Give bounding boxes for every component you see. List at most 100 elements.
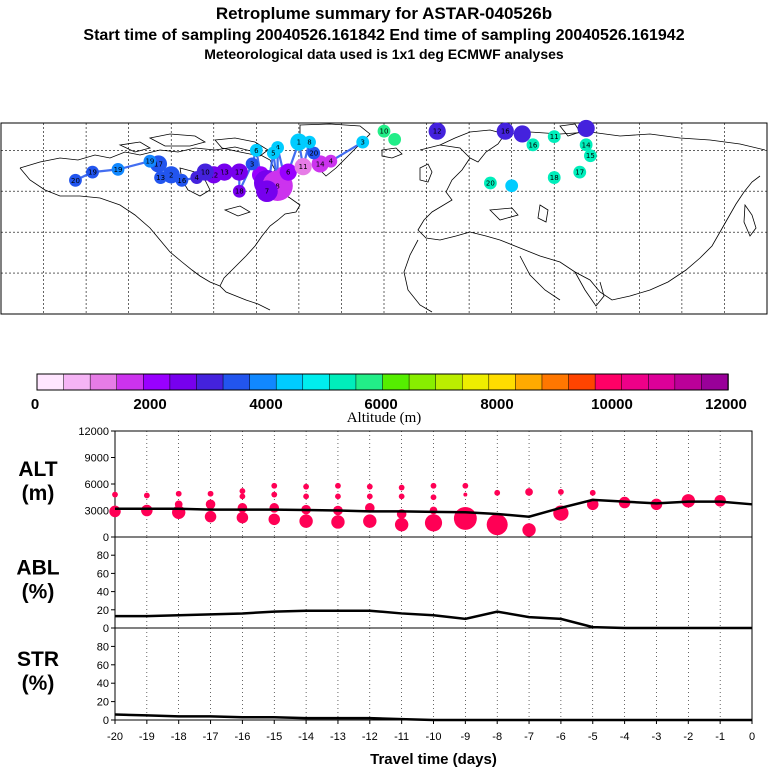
altitude-point — [335, 482, 341, 489]
altitude-point — [522, 523, 536, 537]
x-tick-label: -13 — [330, 731, 346, 743]
x-tick-label: -15 — [266, 731, 282, 743]
altitude-point — [175, 490, 182, 497]
altitude-point — [268, 513, 280, 526]
altitude-point — [236, 511, 249, 524]
plume-cluster-marker — [547, 171, 561, 184]
x-tick-label: 0 — [749, 731, 755, 743]
plume-cluster-marker — [483, 176, 497, 190]
map-frame — [0, 122, 768, 315]
plume-cluster-label: 2 — [169, 171, 173, 179]
y-tick-label: 40 — [97, 587, 109, 599]
plume-cluster-marker — [245, 157, 259, 171]
plume-cluster-label: 20 — [309, 150, 318, 158]
plume-cluster-label: 17 — [235, 169, 244, 177]
colorbar-frame — [36, 373, 729, 391]
plume-cluster-marker — [307, 146, 321, 160]
plume-cluster-marker — [311, 155, 329, 173]
plume-cluster-marker — [324, 154, 338, 168]
altitude-point — [271, 482, 278, 489]
coast-black-sea — [489, 207, 519, 221]
altitude-colorbar: 0 2000 4000 6000 8000 10000 12000 Altitu… — [31, 373, 747, 426]
plume-cluster-marker — [111, 162, 125, 176]
colorbar-swatch — [488, 373, 517, 391]
plume-cluster-label: 17 — [154, 160, 163, 168]
y-tick-label: 9000 — [85, 453, 109, 465]
altitude-point — [424, 514, 443, 532]
altitude-point — [143, 492, 150, 499]
colorbar-swatch — [36, 373, 65, 391]
plume-cluster-marker — [505, 179, 519, 193]
plume-cluster-label: 13 — [220, 169, 229, 177]
colorbar-swatch — [275, 373, 304, 391]
y-tick-label: 20 — [97, 697, 109, 709]
plume-cluster-marker — [388, 132, 402, 146]
plume-cluster-label: 8 — [275, 182, 279, 190]
y-tick-label: 60 — [97, 660, 109, 672]
y-tick-label: 0 — [103, 715, 109, 727]
plume-cluster-marker — [86, 165, 99, 179]
plume-cluster-marker — [573, 165, 587, 179]
plume-cluster-label: 3 — [250, 160, 254, 168]
plume-cluster-label: 18 — [235, 188, 244, 196]
x-tick-label: -16 — [234, 731, 250, 743]
plume-cluster-marker — [577, 119, 595, 138]
plume-cluster-marker — [69, 173, 82, 187]
altitude-point — [303, 493, 309, 500]
plume-cluster-label: 10 — [201, 169, 210, 177]
plume-cluster-marker — [377, 124, 391, 138]
x-tick-label: -1 — [715, 731, 725, 743]
altitude-point — [429, 506, 438, 515]
plume-cluster-marker — [232, 184, 246, 198]
x-tick-label: -9 — [460, 731, 470, 743]
plume-cluster-label: 17 — [575, 169, 584, 177]
plume-cluster-label: 20 — [71, 177, 80, 185]
coast-europe — [417, 144, 501, 241]
altitude-point — [141, 504, 153, 517]
plume-cluster-marker — [230, 163, 248, 181]
coast-japan — [743, 203, 757, 237]
x-tick-label: -2 — [683, 731, 693, 743]
altitude-point — [112, 491, 118, 498]
altitude-point — [430, 494, 437, 501]
altitude-point — [271, 491, 278, 498]
colorbar-swatch — [355, 373, 384, 391]
y-tick-label: 3000 — [85, 506, 109, 518]
plume-cluster-label: 6 — [286, 169, 291, 177]
altitude-point — [394, 517, 409, 532]
plume-cluster-marker — [303, 135, 316, 149]
plume-cluster-label: 6 — [254, 147, 259, 155]
colorbar-tick: 6000 — [364, 396, 397, 413]
colorbar-swatch — [621, 373, 650, 391]
plume-cluster-marker — [583, 149, 597, 163]
plume-cluster-label: 14 — [582, 141, 591, 149]
coast-arctic-islands — [118, 133, 207, 153]
altitude-point — [207, 490, 214, 497]
colorbar-swatch — [435, 373, 463, 391]
x-tick-label: -6 — [556, 731, 566, 743]
plume-cluster-marker — [526, 138, 540, 152]
altitude-point — [462, 482, 469, 489]
altitude-point — [303, 483, 309, 490]
colorbar-swatches — [36, 373, 729, 391]
colorbar-swatch — [222, 373, 251, 391]
plume-cluster-label: 5 — [271, 150, 275, 158]
panel-title: (%) — [22, 672, 55, 695]
y-tick-label: 0 — [103, 623, 109, 635]
x-tick-label: -20 — [107, 731, 123, 743]
altitude-point — [486, 514, 508, 536]
altitude-point — [494, 489, 501, 496]
plume-cluster-marker — [428, 122, 446, 140]
plume-cluster-label: 20 — [486, 180, 495, 188]
panel-abl: 0 20 40 60 80 ABL(%) — [16, 536, 753, 635]
x-tick-label: -3 — [652, 731, 662, 743]
plume-cluster-label: 8 — [307, 139, 311, 147]
plume-cluster-label: 11 — [299, 163, 308, 171]
plume-cluster-marker — [256, 180, 278, 203]
altitude-point — [269, 503, 280, 513]
x-tick-label: -11 — [394, 731, 409, 743]
colorbar-swatch — [648, 373, 676, 391]
coast-baffin — [214, 137, 269, 157]
plume-cluster-marker — [154, 171, 167, 184]
